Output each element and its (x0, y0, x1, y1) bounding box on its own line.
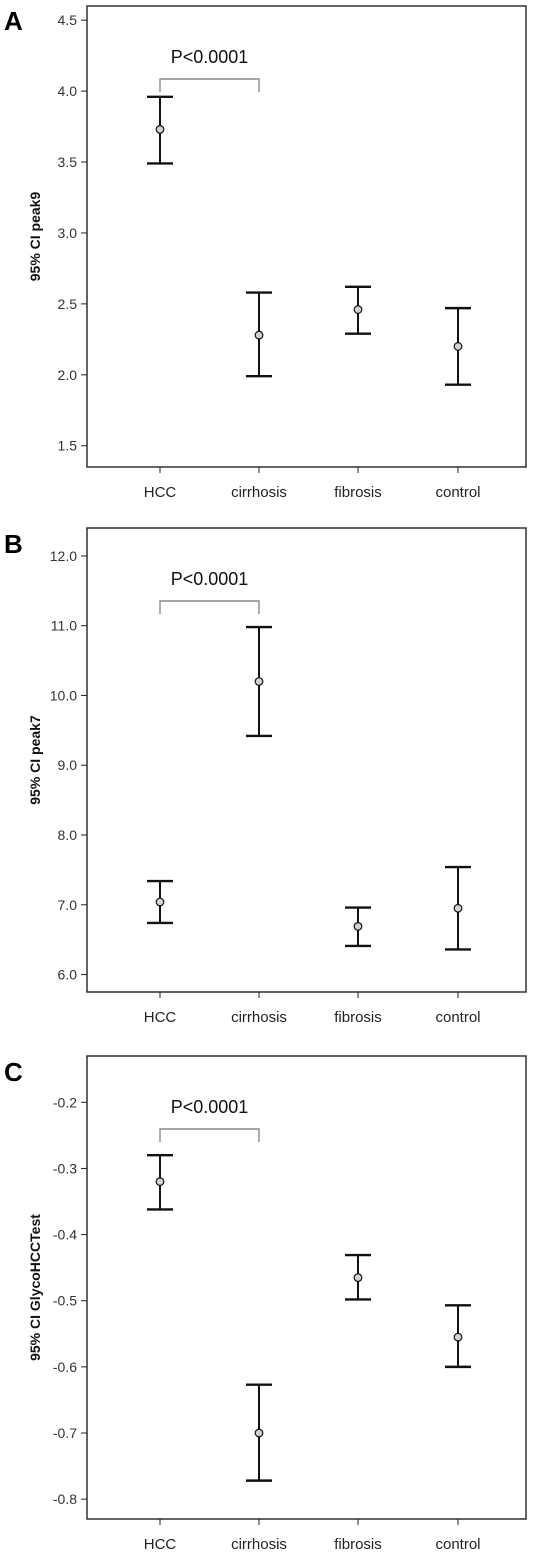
mean-point (254, 677, 264, 686)
x-tick-label-hcc: HCC (144, 1536, 177, 1553)
y-tick-label: -0.2 (53, 1094, 77, 1110)
y-tick-label: 12.0 (50, 548, 77, 564)
y-tick-label: 2.5 (58, 296, 78, 312)
x-tick-label-control: control (435, 484, 480, 501)
y-tick-label: -0.6 (53, 1359, 77, 1375)
error-bar-control (445, 865, 471, 951)
panel-letter: C (4, 1057, 23, 1087)
panel-letter: A (4, 6, 23, 36)
plot-frame (86, 527, 527, 993)
y-tick-label: 11.0 (51, 618, 77, 634)
y-tick-label: 6.0 (58, 967, 78, 983)
p-value-annotation: P<0.0001 (171, 569, 249, 589)
x-tick-label-cirrhosis: cirrhosis (231, 1009, 287, 1026)
y-tick-label: 4.5 (58, 12, 78, 28)
x-tick-label-cirrhosis: cirrhosis (231, 484, 287, 501)
panel-b: B 95% CI peak7 P<0.0001 HCC cirrhosis fi… (4, 527, 527, 1026)
plot-frame (86, 1055, 527, 1520)
x-tick-label-fibrosis: fibrosis (334, 484, 382, 501)
mean-point (453, 1332, 463, 1342)
y-tick-label: -0.5 (53, 1293, 77, 1309)
panel-letter: B (4, 529, 23, 559)
y-axis-label: 95% CI peak9 (27, 192, 43, 282)
significance-bracket (159, 78, 260, 92)
error-bar-cirrhosis (246, 1383, 272, 1482)
y-tick-label: -0.7 (53, 1425, 77, 1441)
y-tick-label: 1.5 (58, 438, 78, 454)
x-tick-label-cirrhosis: cirrhosis (231, 1536, 287, 1553)
y-tick-label: -0.8 (53, 1491, 77, 1507)
mean-point (453, 903, 463, 913)
significance-bracket (159, 600, 260, 614)
error-bar-cirrhosis (246, 291, 272, 378)
y-tick-label: 10.0 (50, 687, 77, 703)
mean-point (353, 1273, 363, 1282)
x-tick-label-hcc: HCC (144, 484, 177, 501)
mean-point (155, 897, 165, 907)
x-tick-label-fibrosis: fibrosis (334, 1536, 382, 1553)
error-bar-control (445, 1304, 471, 1369)
y-tick-label: -0.3 (53, 1160, 77, 1176)
x-tick-label-control: control (435, 1009, 480, 1026)
error-bar-control (445, 306, 471, 386)
x-tick-label-hcc: HCC (144, 1009, 177, 1026)
error-bar-hcc (147, 95, 173, 165)
error-bar-fibrosis (345, 1253, 371, 1301)
mean-point (353, 305, 363, 314)
y-axis-label: 95% CI GlycoHCCTest (27, 1214, 43, 1361)
x-tick-label-fibrosis: fibrosis (334, 1009, 382, 1026)
significance-bracket (159, 1128, 260, 1142)
y-tick-label: 3.0 (58, 225, 78, 241)
mean-point (254, 1428, 264, 1438)
error-bar-hcc (147, 879, 173, 925)
y-tick-label: 8.0 (58, 827, 78, 843)
y-tick-label: 9.0 (58, 757, 78, 773)
p-value-annotation: P<0.0001 (171, 47, 249, 67)
y-tick-label: 4.0 (58, 83, 78, 99)
p-value-annotation: P<0.0001 (171, 1097, 249, 1117)
y-tick-label: 7.0 (58, 897, 78, 913)
y-tick-label: 3.5 (58, 154, 78, 170)
mean-point (453, 342, 463, 351)
y-tick-label: 2.0 (58, 367, 78, 383)
error-bar-fibrosis (345, 285, 371, 335)
mean-point (155, 125, 165, 134)
mean-point (155, 1177, 165, 1187)
error-bar-hcc (147, 1154, 173, 1211)
plot-frame (86, 5, 527, 468)
mean-point (353, 922, 363, 931)
error-bar-fibrosis (345, 906, 371, 948)
error-bar-cirrhosis (246, 625, 272, 738)
panel-a: A 95% CI peak9 P<0.0001 HCC cirrhosis fi… (4, 5, 527, 501)
panel-c: C 95% CI GlycoHCCTest P<0.0001 HCC cirrh… (4, 1055, 527, 1553)
y-tick-label: -0.4 (53, 1227, 77, 1243)
y-axis-label: 95% CI peak7 (27, 715, 43, 805)
x-tick-label-control: control (435, 1536, 480, 1553)
mean-point (254, 330, 264, 340)
